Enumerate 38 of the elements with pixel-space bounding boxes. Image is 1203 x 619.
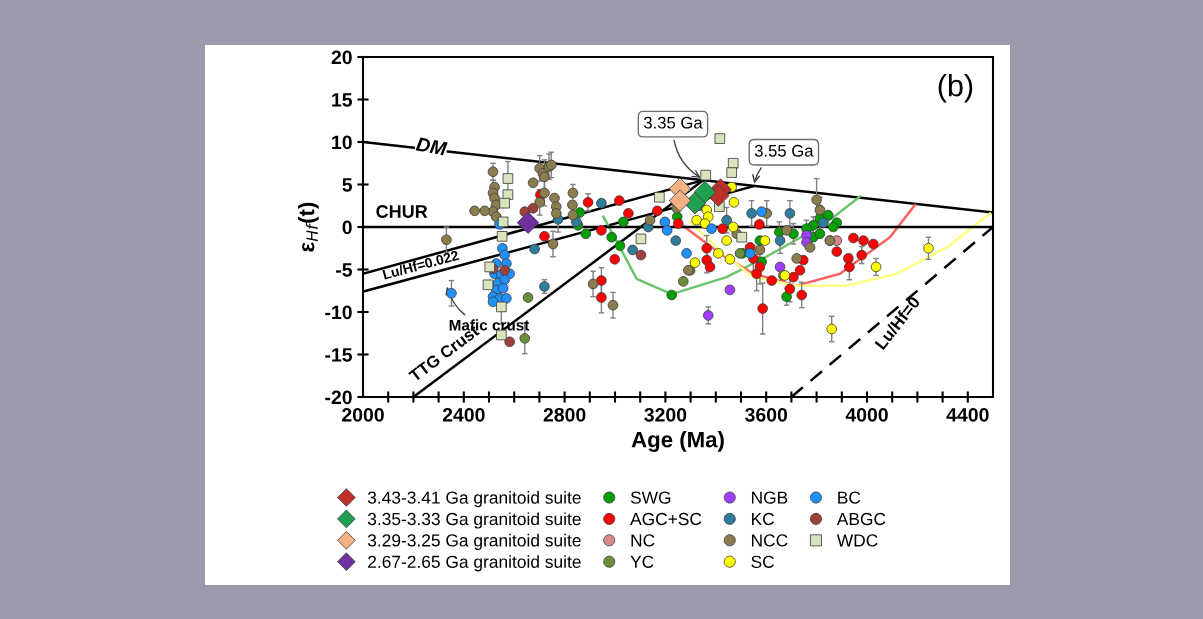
ref-line-label: CHUR [376, 205, 428, 218]
x-tick-label: 2400 [442, 407, 485, 422]
legend-label: SWG [630, 491, 671, 504]
legend-label: KC [751, 512, 775, 526]
legend-label: NGB [751, 491, 788, 504]
annotation: DM [415, 137, 448, 156]
legend-label: 3.29-3.25 Ga granitoid suite [367, 533, 581, 550]
legend-label: WDC [836, 534, 878, 547]
x-tick-label: 2800 [543, 407, 586, 422]
annotation: 3.55 Ga [754, 144, 814, 157]
y-tick-label: -5 [336, 263, 353, 277]
y-tick-label: -10 [325, 305, 352, 320]
x-tick-label: 2000 [342, 407, 384, 422]
x-tick-label: 3200 [644, 407, 687, 422]
y-axis-title: ε$_{Hf}$(t) [298, 202, 319, 252]
legend-label: NCC [751, 534, 788, 547]
y-tick-label: 15 [332, 93, 353, 107]
legend-label: AGC+SC [630, 512, 702, 526]
legend-label: ABGC [836, 512, 886, 526]
y-tick-label: -20 [325, 390, 352, 405]
y-tick-label: -15 [325, 348, 353, 362]
annotation: 3.35 Ga [643, 116, 703, 129]
y-tick-label: 0 [342, 220, 352, 235]
x-tick-label: 3600 [745, 407, 788, 422]
y-tick-label: 10 [332, 135, 352, 150]
legend-label: 3.35-3.33 Ga granitoid suite [367, 512, 581, 529]
legend-label: 3.43-3.41 Ga granitoid suite [367, 491, 581, 508]
legend-label: YC [630, 555, 654, 568]
legend-label: BC [838, 491, 861, 504]
legend-label: SC [751, 555, 775, 568]
annotation: (b) [938, 74, 973, 103]
legend-label: 2.67-2.65 Ga granitoid suite [368, 555, 581, 572]
y-tick-label: 20 [331, 50, 352, 65]
x-tick-label: 4400 [946, 407, 989, 422]
x-tick-label: 4000 [845, 407, 888, 422]
legend-label: NC [631, 534, 655, 547]
y-tick-label: 5 [342, 178, 353, 192]
x-axis-title: Age (Ma) [631, 431, 724, 452]
